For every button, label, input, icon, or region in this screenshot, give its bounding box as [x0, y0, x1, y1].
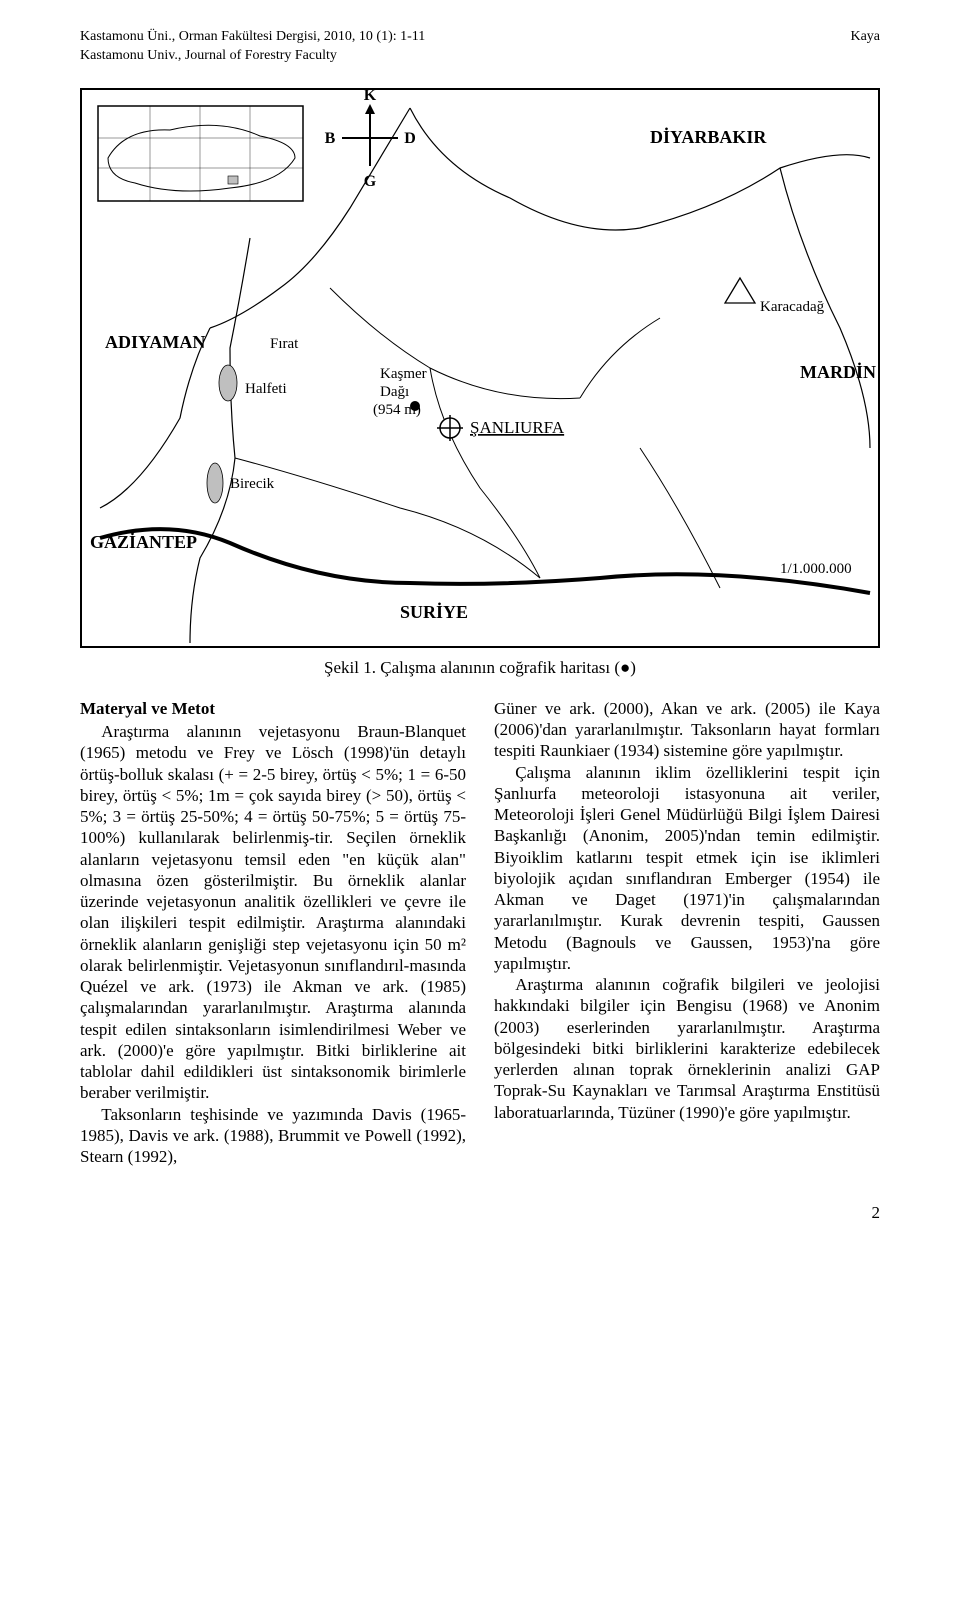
running-header: Kastamonu Üni., Orman Fakültesi Dergisi,… — [80, 28, 880, 66]
label-gaziantep: GAZİANTEP — [90, 532, 197, 552]
label-sanliurfa: ŞANLIURFA — [470, 418, 565, 437]
label-birecik: Birecik — [230, 476, 275, 492]
compass-d: D — [404, 130, 416, 147]
figure-caption: Şekil 1. Çalışma alanının coğrafik harit… — [80, 658, 880, 678]
lake-halfeti — [219, 365, 237, 401]
label-mardin: MARDİN — [800, 362, 876, 382]
running-header-right: Kaya — [850, 28, 880, 66]
map-svg: K B D G — [80, 88, 880, 648]
label-diyarbakir: DİYARBAKIR — [650, 127, 767, 147]
right-para-2: Çalışma alanının iklim özelliklerini tes… — [494, 762, 880, 975]
label-kasmer: Kaşmer — [380, 366, 427, 382]
label-karacadag: Karacadağ — [760, 299, 825, 315]
material-heading: Materyal ve Metot — [80, 698, 466, 719]
inset-turkey — [98, 106, 303, 201]
page-number: 2 — [80, 1203, 880, 1223]
right-para-3: Araştırma alanının coğrafik bilgileri ve… — [494, 974, 880, 1123]
running-header-left: Kastamonu Üni., Orman Fakültesi Dergisi,… — [80, 28, 425, 66]
body-columns: Materyal ve Metot Araştırma alanının vej… — [80, 698, 880, 1168]
lake-birecik — [207, 463, 223, 503]
compass-k: K — [364, 88, 377, 104]
label-firat: Fırat — [270, 336, 299, 352]
left-para-2: Taksonların teşhisinde ve yazımında Davi… — [80, 1104, 466, 1168]
compass-b: B — [325, 130, 336, 147]
right-para-1: Güner ve ark. (2000), Akan ve ark. (2005… — [494, 698, 880, 762]
column-left: Materyal ve Metot Araştırma alanının vej… — [80, 698, 466, 1168]
label-adiyaman: ADIYAMAN — [105, 332, 205, 352]
label-elev: (954 m) — [373, 402, 421, 418]
label-dagi: Dağı — [380, 384, 409, 400]
map-figure: K B D G — [80, 88, 880, 648]
journal-title-tr: Kastamonu Üni., Orman Fakültesi Dergisi,… — [80, 28, 425, 47]
journal-title-en: Kastamonu Univ., Journal of Forestry Fac… — [80, 47, 425, 66]
column-right: Güner ve ark. (2000), Akan ve ark. (2005… — [494, 698, 880, 1168]
label-scale: 1/1.000.000 — [780, 561, 852, 577]
left-para-1: Araştırma alanının vejetasyonu Braun-Bla… — [80, 721, 466, 1104]
label-suriye: SURİYE — [400, 602, 468, 622]
label-halfeti: Halfeti — [245, 381, 287, 397]
